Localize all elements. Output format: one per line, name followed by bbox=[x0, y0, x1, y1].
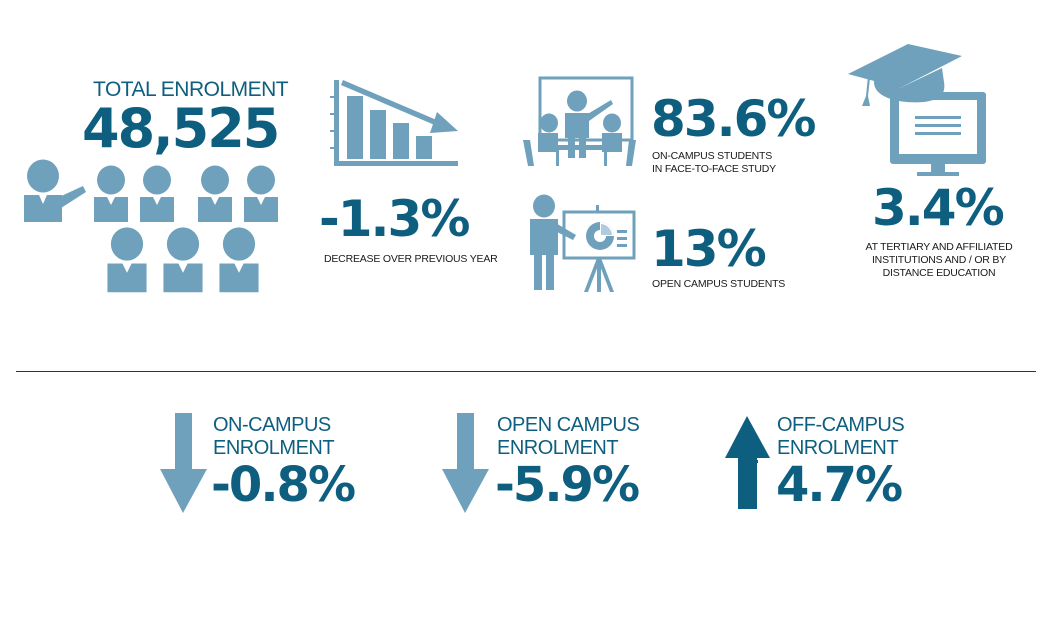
people-group-icon bbox=[24, 159, 278, 293]
decrease-value: -1.3% bbox=[319, 190, 470, 248]
open-campus-enrolment-label-2: ENROLMENT bbox=[497, 437, 619, 459]
classroom-icon bbox=[523, 76, 636, 166]
on-campus-enrolment-value: -0.8% bbox=[211, 457, 356, 513]
arrow-down-icon bbox=[160, 413, 207, 513]
open-campus-enrolment-label-1: OPEN CAMPUS bbox=[497, 414, 640, 436]
section-divider bbox=[16, 371, 1036, 372]
tertiary-label-3: DISTANCE EDUCATION bbox=[882, 267, 996, 279]
tertiary-label-2: INSTITUTIONS AND / OR BY bbox=[871, 254, 1007, 266]
decrease-label: DECREASE OVER PREVIOUS YEAR bbox=[324, 253, 498, 265]
on-campus-enrolment-label-2: ENROLMENT bbox=[213, 437, 335, 459]
on-campus-face-value: 83.6% bbox=[651, 90, 816, 148]
presentation-icon bbox=[530, 194, 636, 292]
open-campus-value: 13% bbox=[651, 220, 767, 278]
tertiary-value: 3.4% bbox=[872, 179, 1005, 237]
arrow-up-icon bbox=[725, 416, 770, 509]
declining-chart-icon bbox=[330, 80, 458, 166]
off-campus-enrolment-label-1: OFF-CAMPUS bbox=[777, 414, 905, 436]
off-campus-enrolment-value: 4.7% bbox=[776, 457, 903, 513]
total-enrolment-label: TOTAL ENROLMENT bbox=[93, 78, 289, 101]
off-campus-enrolment-label-2: ENROLMENT bbox=[777, 437, 899, 459]
arrow-down-icon bbox=[442, 413, 489, 513]
on-campus-face-label-2: IN FACE-TO-FACE STUDY bbox=[652, 163, 776, 175]
on-campus-enrolment-label-1: ON-CAMPUS bbox=[213, 414, 331, 436]
tertiary-label-1: AT TERTIARY AND AFFILIATED bbox=[865, 241, 1013, 253]
graduation-computer-icon bbox=[848, 44, 986, 176]
total-enrolment-value: 48,525 bbox=[82, 97, 280, 160]
on-campus-face-label-1: ON-CAMPUS STUDENTS bbox=[652, 150, 773, 162]
open-campus-enrolment-value: -5.9% bbox=[495, 457, 640, 513]
open-campus-label: OPEN CAMPUS STUDENTS bbox=[652, 278, 786, 290]
